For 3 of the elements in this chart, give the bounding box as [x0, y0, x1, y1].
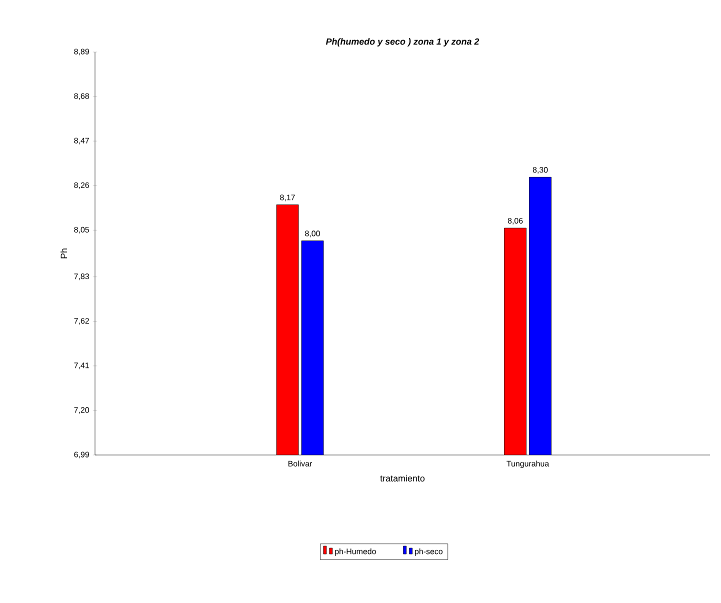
chart-title: Ph(humedo y seco ) zona 1 y zona 2 [326, 38, 480, 46]
y-axis-title: Ph [60, 248, 67, 258]
x-axis-title: tratamiento [380, 474, 425, 482]
